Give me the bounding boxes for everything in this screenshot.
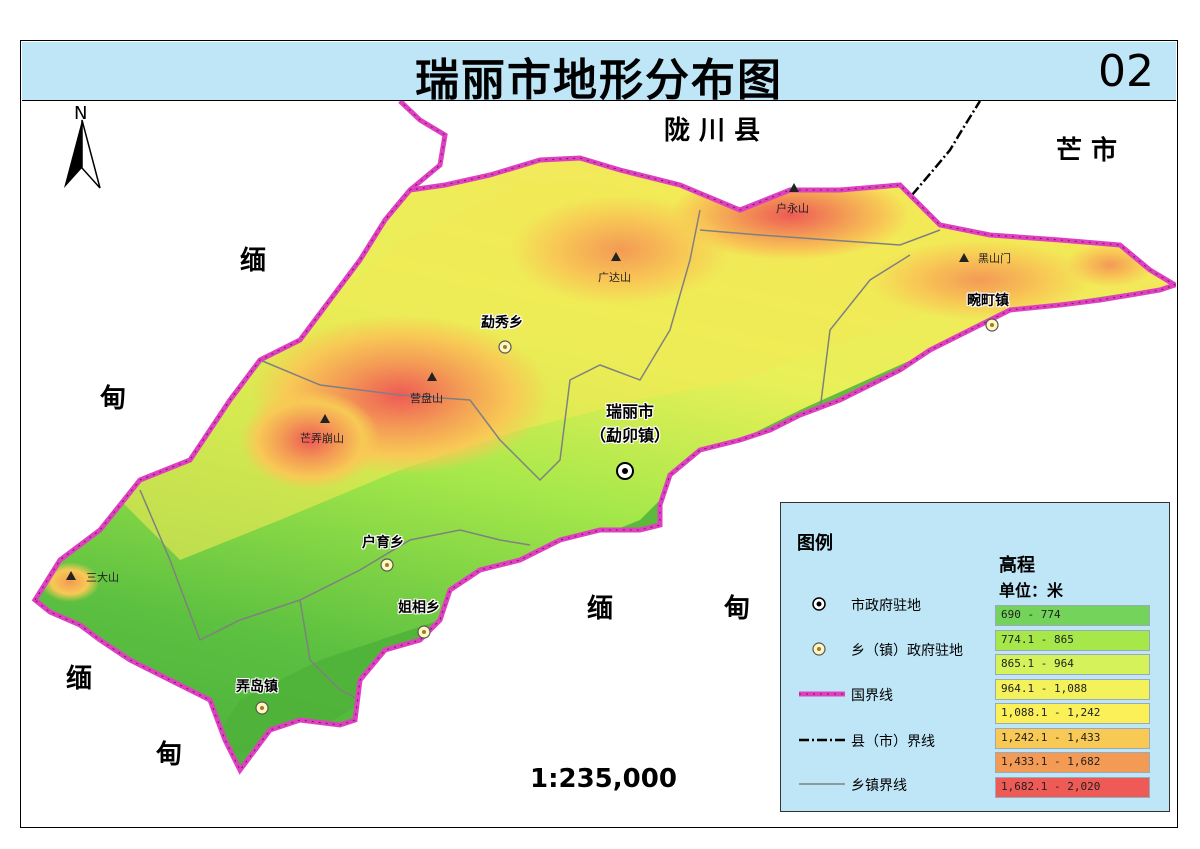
elevation-swatch (995, 703, 1150, 724)
elevation-class-label: 774.1 - 865 (1001, 632, 1074, 646)
elevation-class-label: 1,682.1 - 2,020 (1001, 779, 1101, 793)
town-label-nongdao: 弄岛镇 (236, 679, 278, 695)
city-subname: （勐卯镇） (589, 426, 670, 445)
town-seat-mengxiu (498, 340, 512, 354)
town-label-mengxiu: 勐秀乡 (481, 315, 523, 331)
legend-title: 图例 (797, 533, 833, 554)
region-label-burma-sw-1: 缅 (66, 664, 93, 694)
legend-label: 市政府驻地 (851, 598, 921, 614)
town-seat-icon (812, 642, 826, 656)
elevation-class-row: 964.1 - 1,088 (995, 678, 1155, 700)
elevation-swatch (995, 629, 1150, 651)
scale-text: 1:235,000 (530, 764, 677, 794)
peak-label-heishanmen: 黑山门 (978, 252, 1011, 265)
elevation-swatch (995, 776, 1150, 798)
region-label-burma-s-2: 甸 (724, 594, 751, 624)
peak-marker (959, 253, 969, 262)
town-seat-markers (255, 318, 999, 715)
town-seat-nongdao (255, 701, 269, 715)
region-label-longchuan: 陇 川 县 (664, 116, 761, 146)
peak-label-huyong: 户永山 (776, 202, 809, 215)
region-label-burma-nw-2: 甸 (100, 384, 127, 414)
elevation-unit: 单位：米 (999, 581, 1064, 600)
elevation-class-row: 1,433.1 - 1,682 (995, 752, 1155, 773)
title-bar: 瑞丽市地形分布图 02 (22, 42, 1176, 106)
town-seat-jiexiang (417, 625, 431, 639)
city-name: 瑞丽市 (605, 402, 654, 421)
elevation-swatch (995, 605, 1150, 626)
elevation-swatch (995, 678, 1150, 700)
map-number: 02 (1098, 46, 1154, 97)
elevation-title: 高程 (999, 555, 1035, 576)
county-border-icon (799, 738, 845, 742)
legend-label: 乡镇界线 (851, 778, 907, 794)
elevation-class-label: 1,242.1 - 1,433 (1001, 730, 1101, 744)
elevation-class-row: 1,088.1 - 1,242 (995, 703, 1155, 724)
peak-marker (611, 252, 621, 261)
elevation-class-row: 690 - 774 (995, 605, 1155, 626)
peak-marker (789, 183, 799, 192)
elevation-class-row: 774.1 - 865 (995, 629, 1155, 651)
town-label-jiexiang: 姐相乡 (398, 600, 440, 616)
map-title: 瑞丽市地形分布图 (415, 55, 783, 106)
elevation-class-label: 964.1 - 1,088 (1001, 681, 1088, 695)
legend-label: 国界线 (851, 688, 893, 704)
north-arrow-icon (64, 119, 101, 189)
peak-label-mangnong: 芒弄崩山 (300, 432, 344, 445)
region-label-burma-s-1: 缅 (587, 594, 614, 624)
elevation-class-label: 865.1 - 964 (1001, 657, 1074, 670)
peak-label-yingpan: 营盘山 (410, 392, 443, 405)
city-seat-marker (616, 462, 634, 480)
peak-marker (66, 571, 76, 580)
region-label-burma-sw-2: 甸 (156, 740, 183, 770)
peak-marker (320, 414, 330, 423)
elevation-class-label: 1,433.1 - 1,682 (1001, 755, 1101, 768)
elevation-swatch (995, 727, 1150, 749)
legend-label: 县（市）界线 (851, 734, 935, 750)
elevation-class-label: 1,088.1 - 1,242 (1001, 706, 1101, 719)
peak-label-guangda: 广达山 (598, 271, 631, 284)
region-label-mangshi: 芒 市 (1056, 136, 1118, 166)
town-seat-wanding (985, 318, 999, 332)
elevation-class-row: 1,242.1 - 1,433 (995, 727, 1155, 749)
town-seat-huyu (380, 558, 394, 572)
elevation-swatch (995, 752, 1150, 773)
town-label-wanding: 畹町镇 (967, 293, 1009, 309)
peak-label-sanda: 三大山 (86, 571, 119, 584)
elevation-class-row: 865.1 - 964 (995, 654, 1155, 675)
elevation-class-label: 690 - 774 (1001, 608, 1061, 621)
legend: 图例 市政府驻地 乡（镇）政府驻地 国界线 县（市）界线 乡镇界线 高程 单位：… (780, 502, 1170, 812)
region-label-burma-nw-1: 缅 (240, 246, 267, 276)
north-label: N (74, 103, 88, 124)
peak-marker (427, 372, 437, 381)
terrain-map (22, 101, 1176, 827)
city-seat-icon (812, 597, 826, 611)
national-border-icon (799, 691, 845, 697)
legend-label: 乡（镇）政府驻地 (851, 643, 963, 659)
elevation-class-row: 1,682.1 - 2,020 (995, 776, 1155, 798)
elevation-swatch (995, 654, 1150, 675)
city-label: 瑞丽市 （勐卯镇） (588, 398, 672, 446)
township-border-icon (799, 783, 845, 785)
town-label-huyu: 户育乡 (362, 535, 404, 551)
